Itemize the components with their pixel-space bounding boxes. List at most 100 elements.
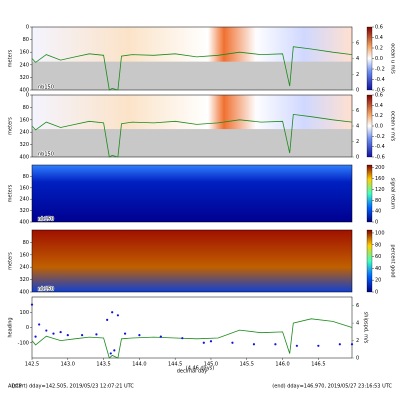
y2-tick-label: 4 bbox=[356, 56, 359, 62]
y2-tick-label: 0 bbox=[356, 155, 359, 161]
colorbar-tick-label: 80 bbox=[375, 242, 381, 248]
x-tick-label: 145.5 bbox=[240, 362, 254, 368]
y2-tick-label: 6 bbox=[356, 40, 359, 46]
colorbar-tick-label: -0.2 bbox=[375, 134, 385, 140]
colorbar bbox=[366, 164, 373, 223]
y-axis-label: meters bbox=[8, 117, 14, 135]
y2-tick-label: 4 bbox=[356, 124, 359, 130]
duration: (4.46 days) bbox=[186, 366, 214, 372]
y-tick-label: 400 bbox=[19, 290, 29, 296]
y2-tick-label: 0 bbox=[356, 356, 359, 362]
y-tick-label: -100 bbox=[18, 340, 29, 346]
heading-point bbox=[66, 334, 69, 337]
y-tick-label: 400 bbox=[19, 88, 29, 94]
instrument-label: nb150 bbox=[38, 287, 54, 293]
colorbar-tick-label: 0.6 bbox=[375, 25, 383, 31]
y2-tick-label: 2 bbox=[356, 72, 359, 78]
colorbar-tick-label: 0.0 bbox=[375, 56, 383, 62]
y-tick-label: 240 bbox=[19, 197, 29, 203]
y-tick-label: 80 bbox=[23, 37, 29, 43]
y2-tick-label: 6 bbox=[356, 303, 359, 309]
y-axis-label: meters bbox=[8, 49, 14, 67]
instrument-label: nb150 bbox=[38, 85, 54, 91]
y2-tick-label: 6 bbox=[356, 108, 359, 114]
y-tick-label: 400 bbox=[19, 155, 29, 161]
y2-axis-label: shipspd, m/s bbox=[363, 312, 369, 344]
y-tick-label: 400 bbox=[19, 220, 29, 226]
colorbar-tick-label: -0.4 bbox=[375, 77, 385, 83]
y-tick-label: 0 bbox=[26, 325, 29, 331]
x-tick-label: 142.5 bbox=[25, 362, 39, 368]
colorbar-tick-label: 40 bbox=[375, 266, 381, 272]
y-tick-label: 320 bbox=[19, 277, 29, 283]
heading-point bbox=[295, 344, 298, 347]
heading-point bbox=[202, 341, 205, 344]
colorbar-label: percent good bbox=[390, 244, 396, 277]
y-tick-label: 80 bbox=[23, 240, 29, 246]
heading-point bbox=[52, 332, 55, 335]
heading-point bbox=[38, 323, 41, 326]
plot-frame bbox=[31, 229, 353, 293]
y-tick-label: 160 bbox=[19, 185, 29, 191]
instrument-label: nb150 bbox=[38, 217, 54, 223]
colorbar-tick-label: 0.4 bbox=[375, 35, 383, 41]
footer-start: (start) dday=142.505, 2019/05/23 12:07:2… bbox=[12, 384, 134, 390]
y-tick-label: 320 bbox=[19, 208, 29, 214]
heading-point bbox=[113, 349, 116, 352]
colorbar bbox=[366, 229, 373, 293]
y-tick-label: 320 bbox=[19, 142, 29, 148]
colorbar-tick-label: -0.6 bbox=[375, 155, 385, 161]
colorbar-tick-label: 60 bbox=[375, 254, 381, 260]
heading-point bbox=[338, 343, 341, 346]
colorbar-tick-label: 0.6 bbox=[375, 93, 383, 99]
x-axis-label: decimal day bbox=[177, 369, 208, 375]
x-tick-label: 146.5 bbox=[311, 362, 325, 368]
heading-point bbox=[252, 343, 256, 346]
colorbar-tick-label: 200 bbox=[375, 165, 385, 171]
x-tick-label: 145.0 bbox=[204, 362, 218, 368]
y-tick-label: 160 bbox=[19, 50, 29, 56]
y2-tick-label: 0 bbox=[356, 88, 359, 94]
colorbar-tick-label: 160 bbox=[375, 176, 385, 182]
y-tick-label: 240 bbox=[19, 265, 29, 271]
speed-line bbox=[31, 46, 353, 91]
y-tick-label: 160 bbox=[19, 117, 29, 123]
colorbar bbox=[366, 26, 373, 91]
colorbar-tick-label: 40 bbox=[375, 209, 381, 215]
x-tick-label: 143.0 bbox=[61, 362, 75, 368]
no-data bbox=[32, 61, 352, 90]
colorbar bbox=[366, 94, 373, 158]
y-tick-label: 0 bbox=[26, 25, 29, 31]
colorbar-tick-label: 0.2 bbox=[375, 113, 383, 119]
colorbar-tick-label: 0 bbox=[375, 290, 378, 296]
plot-frame bbox=[31, 296, 353, 359]
heading-point bbox=[274, 343, 277, 346]
heading-point bbox=[106, 318, 109, 321]
heading-point bbox=[81, 334, 84, 337]
y-tick-label: 0 bbox=[26, 93, 29, 99]
y-axis-label: heading bbox=[8, 317, 14, 337]
colorbar-tick-label: 0.4 bbox=[375, 103, 383, 109]
y-tick-label: 240 bbox=[19, 130, 29, 136]
heading-point bbox=[45, 329, 48, 332]
y-axis-label: meters bbox=[8, 184, 14, 202]
heading-point bbox=[231, 341, 234, 344]
colorbar-tick-label: -0.4 bbox=[375, 144, 385, 150]
colorbar-tick-label: 20 bbox=[375, 278, 381, 284]
y-tick-label: 320 bbox=[19, 75, 29, 81]
x-tick-label: 144.0 bbox=[132, 362, 146, 368]
x-tick-label: 146.0 bbox=[275, 362, 289, 368]
y-tick-label: 80 bbox=[23, 105, 29, 111]
footer-end: (end) dday=146.970, 2019/05/27 23:16:53 … bbox=[272, 384, 392, 390]
colorbar-label: signal return bbox=[390, 178, 396, 210]
heading-point bbox=[30, 303, 34, 306]
heading-point bbox=[159, 335, 162, 338]
heading-point bbox=[181, 337, 184, 340]
colorbar-tick-label: 120 bbox=[375, 187, 385, 193]
y2-tick-label: 2 bbox=[356, 139, 359, 145]
heading-point bbox=[123, 332, 127, 335]
speed-line bbox=[31, 113, 353, 158]
y2-tick-label: 4 bbox=[356, 321, 359, 327]
y2-tick-label: 2 bbox=[356, 338, 359, 344]
field-image bbox=[32, 165, 352, 222]
